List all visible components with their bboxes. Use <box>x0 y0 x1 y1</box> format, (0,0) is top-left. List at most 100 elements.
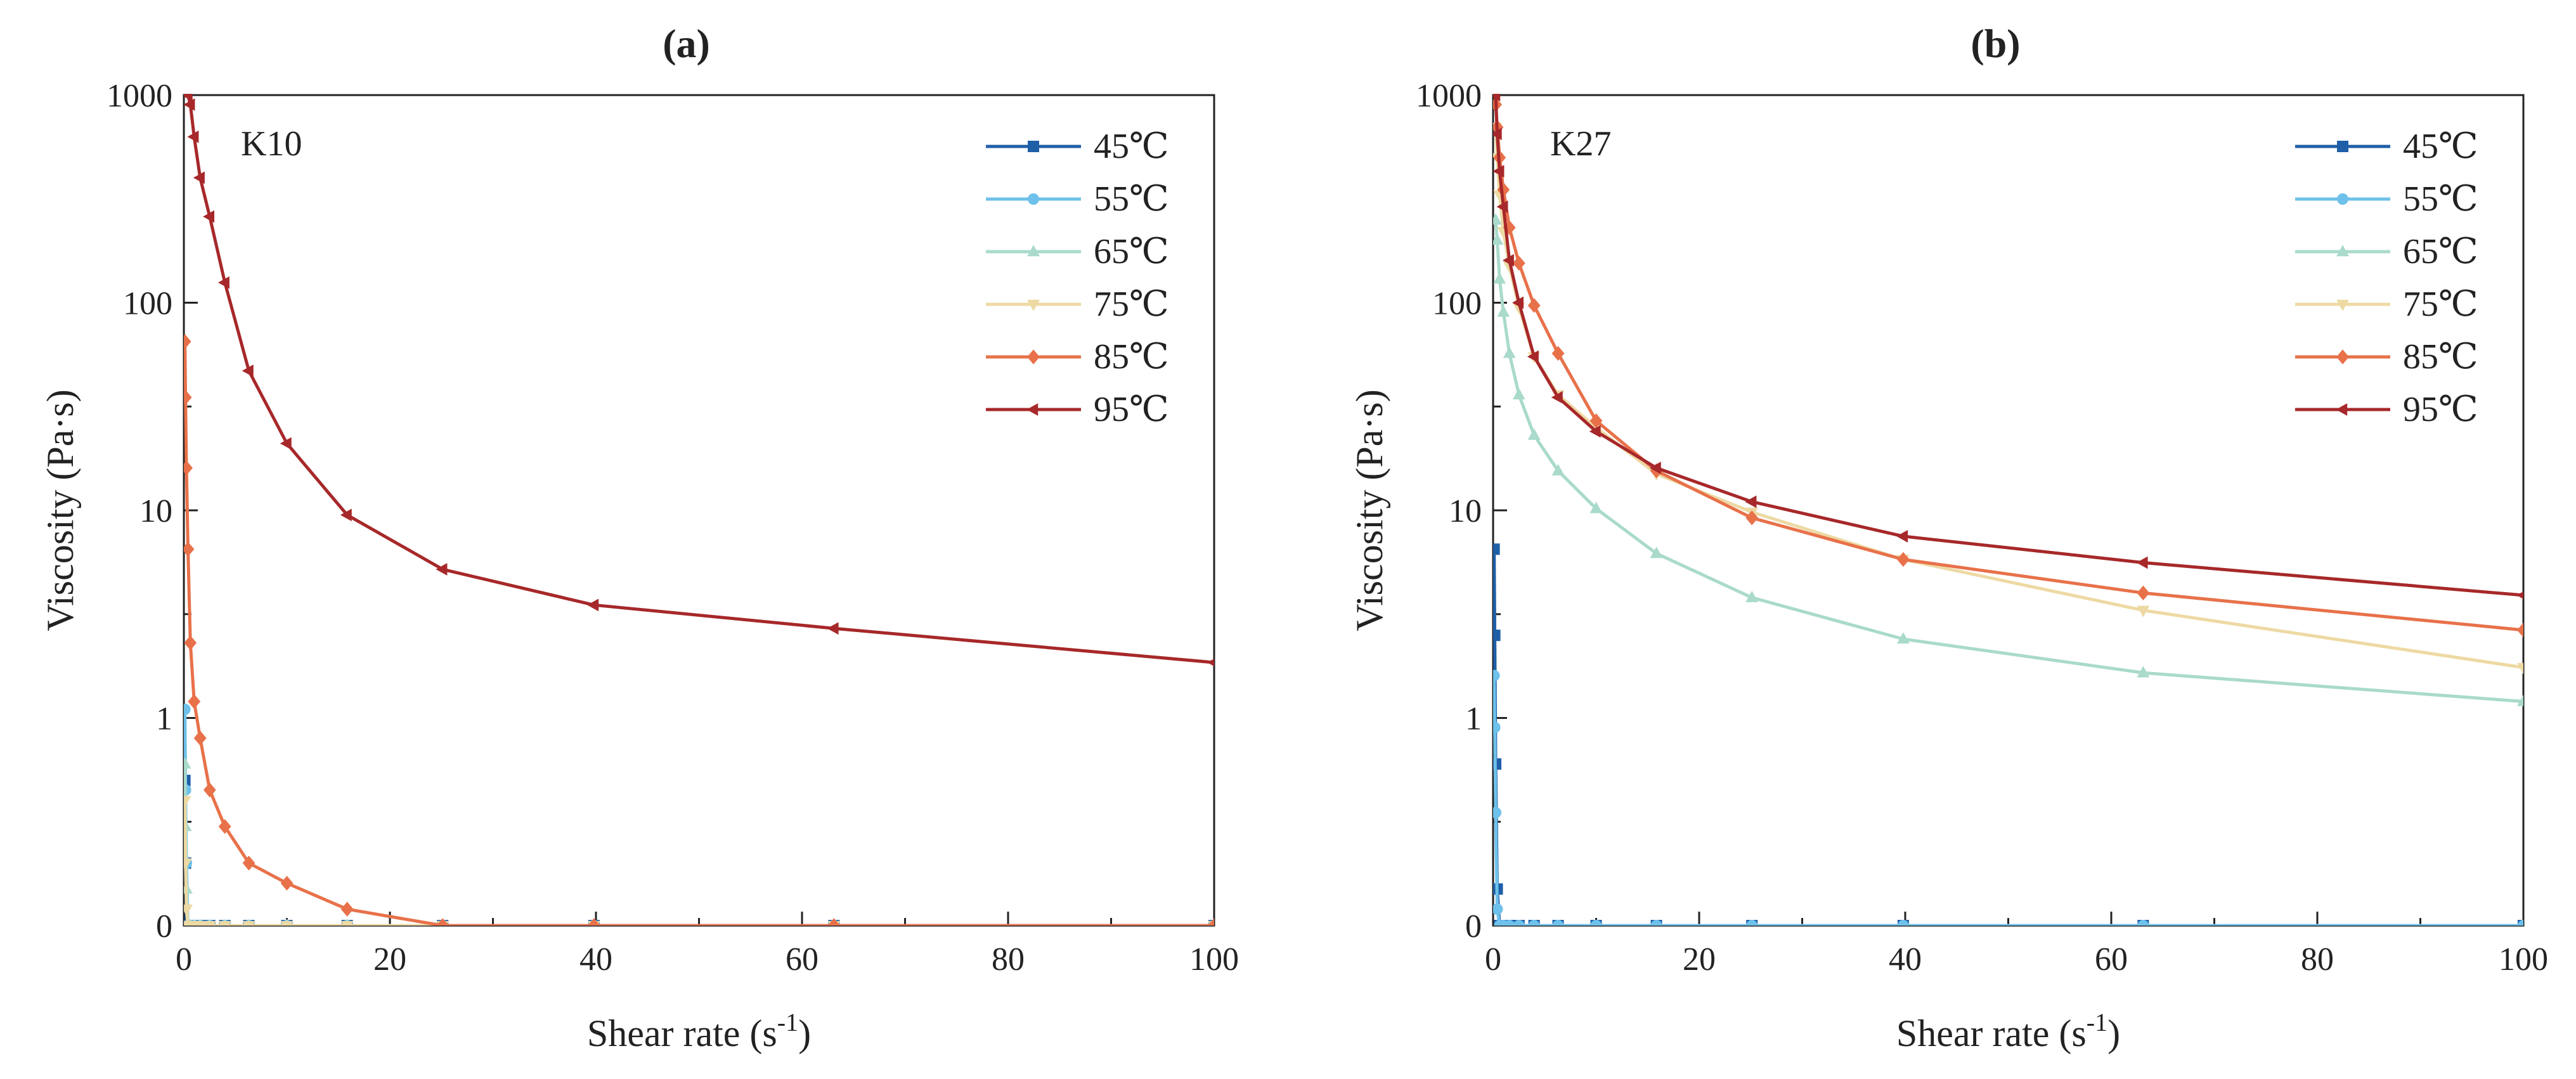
data-point <box>1897 632 1910 644</box>
legend-label: 65℃ <box>1094 232 1169 271</box>
data-point <box>1745 510 1759 526</box>
y-tick-label: 0 <box>156 908 172 945</box>
y-tick-label: 0 <box>1465 908 1482 945</box>
x-axis-label-close: ) <box>2107 1012 2120 1054</box>
legend-marker <box>2336 299 2349 311</box>
data-point <box>2517 694 2523 706</box>
panel-label: (a) <box>663 21 710 66</box>
legend-marker <box>1028 141 1039 152</box>
legend-label: 45℃ <box>2403 127 2478 166</box>
data-point <box>242 364 254 377</box>
data-point <box>1528 920 1540 926</box>
data-point <box>242 921 256 926</box>
data-point <box>184 635 197 650</box>
data-point <box>1502 254 1514 267</box>
x-tick-label: 0 <box>1485 941 1501 978</box>
x-axis-label-main: Shear rate (s <box>1896 1012 2087 1054</box>
y-axis-label: Viscosity (Pa·s) <box>39 389 81 631</box>
x-axis-label: Shear rate (s-1) <box>587 1008 811 1054</box>
data-point <box>1493 721 1501 733</box>
data-point <box>340 508 352 522</box>
data-point <box>1896 530 1908 543</box>
data-point <box>1503 346 1516 358</box>
data-point <box>2137 605 2150 617</box>
data-point <box>1493 272 1506 284</box>
data-point <box>1552 920 1564 926</box>
y-tick-label: 1 <box>156 701 172 737</box>
x-tick-label: 20 <box>1683 941 1716 978</box>
data-point <box>1493 127 1502 141</box>
data-point <box>827 918 841 926</box>
data-point <box>1551 346 1565 361</box>
legend-label: 65℃ <box>2403 232 2478 271</box>
data-point <box>2137 666 2150 678</box>
legend-label: 45℃ <box>1094 127 1169 166</box>
series-55℃ <box>1493 669 2523 926</box>
data-point <box>1493 233 1504 245</box>
data-point <box>193 730 207 746</box>
data-point <box>184 334 191 349</box>
data-point <box>1493 165 1505 178</box>
data-point <box>2518 920 2523 926</box>
series-95℃ <box>184 94 1214 666</box>
data-point <box>280 921 294 926</box>
data-point <box>2516 591 2523 599</box>
y-axis-label: Viscosity (Pa·s) <box>1349 389 1390 631</box>
data-point <box>280 875 294 891</box>
legend-marker <box>1027 245 1040 257</box>
legend-label: 85℃ <box>1094 337 1169 377</box>
series-line <box>1493 675 2523 926</box>
data-point <box>2136 556 2148 569</box>
data-point <box>1589 501 1603 514</box>
data-point <box>436 563 448 576</box>
legend-marker <box>1027 299 1040 311</box>
data-point <box>1650 546 1663 559</box>
data-point <box>1527 428 1541 440</box>
series-line <box>1494 219 2523 704</box>
data-point <box>1208 918 1214 926</box>
data-point <box>1503 220 1516 235</box>
data-point <box>1512 388 1525 400</box>
y-tick-label: 1000 <box>1416 78 1482 114</box>
legend-label: 95℃ <box>1094 390 1169 429</box>
x-tick-label: 20 <box>373 941 406 978</box>
data-point <box>2137 585 2150 601</box>
data-point <box>193 171 205 184</box>
data-point <box>1746 920 1758 926</box>
series-line <box>184 341 1214 926</box>
y-tick-label: 100 <box>123 286 172 322</box>
data-point <box>184 775 191 787</box>
data-point <box>218 921 231 926</box>
panel-label: (b) <box>1971 21 2020 66</box>
series-85℃ <box>184 334 1214 926</box>
x-tick-label: 40 <box>1889 941 1922 978</box>
data-point <box>184 796 191 808</box>
data-point <box>1493 903 1503 915</box>
data-point <box>1493 669 1500 682</box>
y-tick-label: 10 <box>1449 493 1482 529</box>
data-point <box>2137 920 2149 926</box>
x-tick-label: 100 <box>2499 941 2548 978</box>
x-tick-label: 100 <box>1189 941 1239 978</box>
data-point <box>1496 200 1508 213</box>
data-point <box>184 460 193 475</box>
data-point <box>1551 463 1565 475</box>
data-point <box>1649 462 1661 475</box>
legend-marker <box>1027 349 1040 365</box>
legend-label: 85℃ <box>2403 337 2478 377</box>
data-point <box>1650 920 1662 926</box>
legend-marker <box>2336 349 2349 365</box>
series-line <box>184 800 1214 926</box>
data-point <box>184 703 191 715</box>
legend-marker <box>2337 141 2348 152</box>
data-point <box>193 921 207 926</box>
data-point <box>1745 590 1759 602</box>
data-point <box>184 98 195 111</box>
data-point <box>242 855 256 871</box>
x-axis-label: Shear rate (s-1) <box>1896 1008 2120 1054</box>
data-point <box>184 94 193 101</box>
data-point <box>1497 305 1510 317</box>
